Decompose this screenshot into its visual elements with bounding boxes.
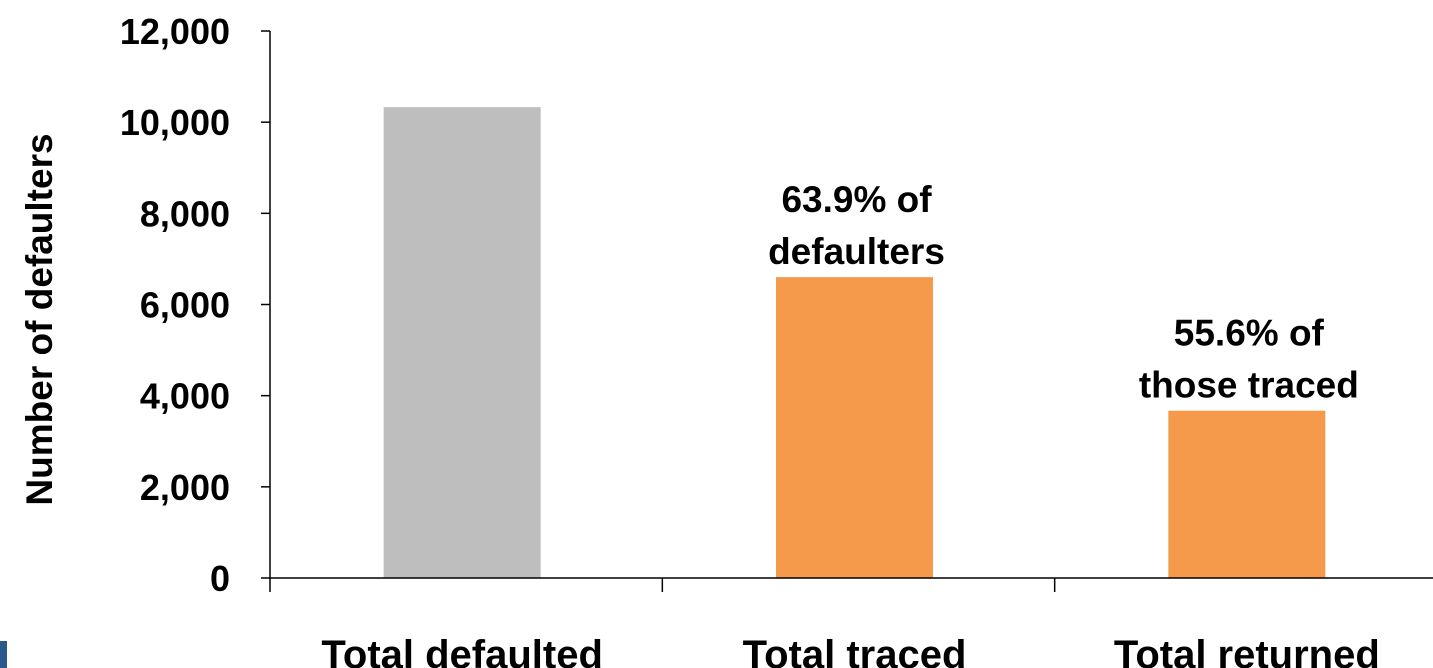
bar-total-returned: [1168, 410, 1326, 578]
bars: [383, 107, 1326, 578]
bar-total-traced: [776, 277, 933, 578]
y-axis-ticks: 0 2,000 4,000 6,000 8,000 10,000 12,000: [120, 11, 270, 599]
y-tick-label: 12,000: [120, 11, 230, 52]
bar-annotation-label: those traced: [1139, 365, 1359, 406]
corner-accent-mark: [0, 641, 7, 668]
x-category-label: Total defaulted: [321, 633, 602, 668]
y-tick-label: 6,000: [140, 285, 230, 326]
y-tick-label: 0: [210, 558, 230, 599]
x-category-label: Total traced: [743, 633, 967, 668]
bar-total-defaulted: [383, 107, 541, 578]
bar-annotation-label: 63.9% of: [781, 179, 932, 220]
x-axis-ticks: Total defaulted Total traced Total returne…: [269, 578, 1380, 668]
bar-annotation-label: 55.6% of: [1174, 313, 1325, 354]
y-axis-label: Number of defaulters: [19, 133, 60, 505]
annotations: 63.9% of defaulters 55.6% of those traced: [768, 179, 1359, 406]
y-tick-label: 8,000: [140, 193, 230, 234]
bar-annotation-label: defaulters: [768, 231, 945, 272]
y-tick-label: 2,000: [140, 467, 230, 508]
y-tick-label: 10,000: [120, 102, 230, 143]
y-tick-label: 4,000: [140, 376, 230, 417]
x-category-label: Total returned: [1114, 633, 1380, 668]
